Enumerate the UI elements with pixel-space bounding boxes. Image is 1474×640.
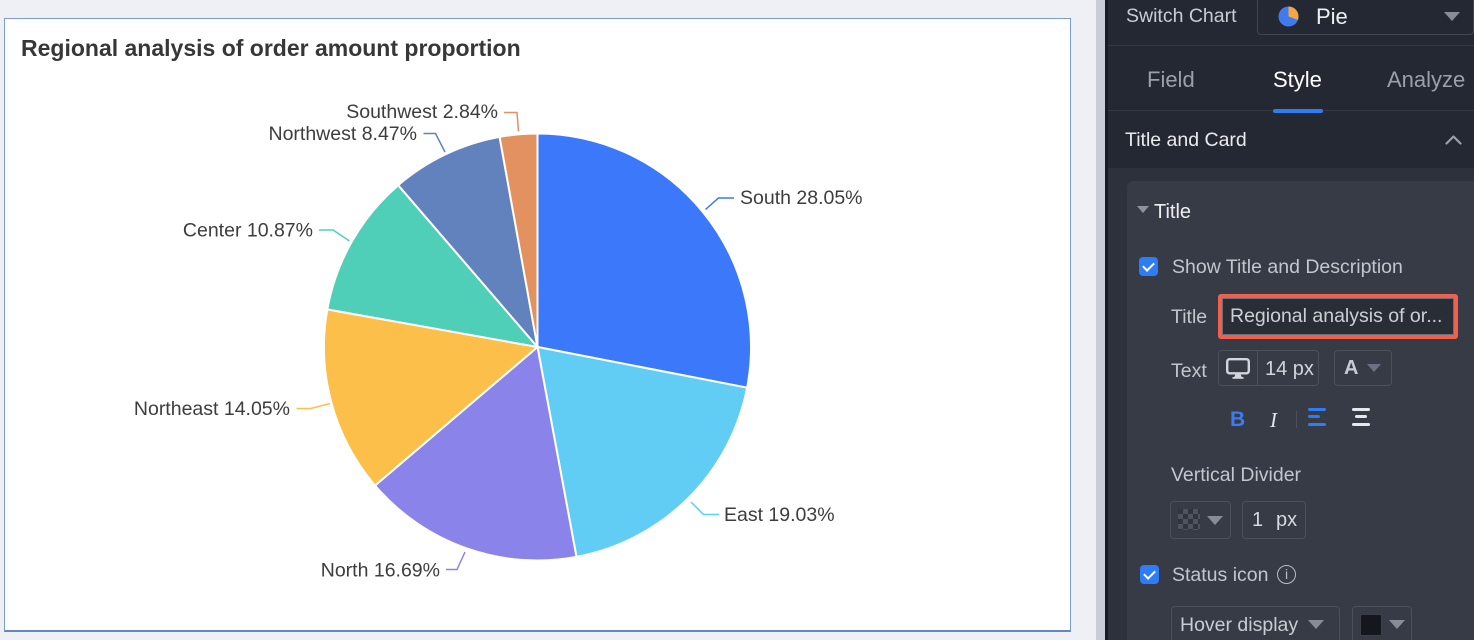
svg-text:Regional analysis of order amo: Regional analysis of order amount propor… [21,35,521,61]
svg-text:East 19.03%: East 19.03% [724,504,835,526]
svg-text:Center 10.87%: Center 10.87% [183,220,313,242]
svg-text:North 16.69%: North 16.69% [321,560,440,582]
svg-text:Northeast 14.05%: Northeast 14.05% [134,398,290,420]
svg-text:Southwest 2.84%: Southwest 2.84% [346,101,498,123]
svg-text:Northwest 8.47%: Northwest 8.47% [269,123,418,145]
svg-text:South 28.05%: South 28.05% [740,187,863,209]
